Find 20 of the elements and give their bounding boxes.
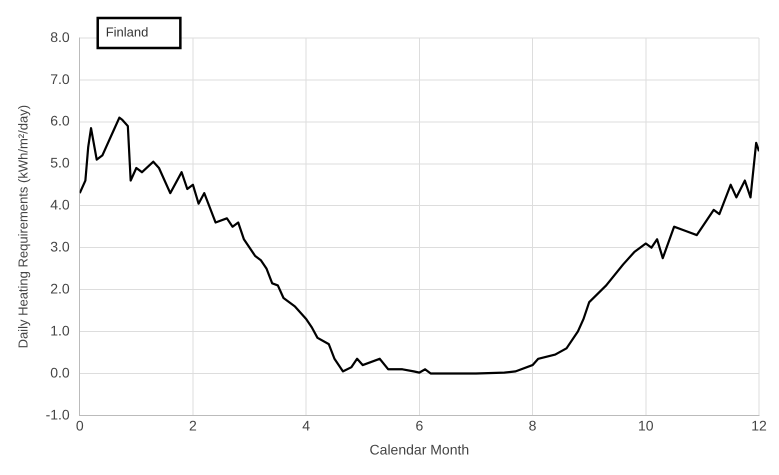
x-tick-label: 8 (528, 418, 537, 434)
y-tick-label: 8.0 (50, 28, 70, 45)
x-tick-label: 4 (302, 418, 310, 434)
x-tick-label: 6 (415, 418, 424, 434)
y-tick-label: 4.0 (50, 196, 70, 213)
x-axis-title: Calendar Month (370, 441, 470, 458)
y-tick-label: -1.0 (46, 406, 70, 422)
x-tick-label: 0 (76, 418, 84, 434)
y-tick-label: 1.0 (50, 322, 70, 338)
y-tick-label: 2.0 (50, 280, 70, 296)
y-tick-label: 5.0 (50, 154, 70, 171)
x-tick-label: 12 (751, 418, 767, 434)
y-tick-label: 7.0 (50, 70, 70, 87)
y-axis-title: Daily Heating Requirements (kWh/m²/day) (15, 104, 30, 348)
y-tick-label: 6.0 (50, 112, 70, 129)
x-tick-label: 10 (638, 418, 654, 434)
x-tick-label: 2 (189, 418, 198, 434)
annotation: Finland (106, 24, 148, 40)
y-tick-label: 0.0 (50, 364, 70, 380)
y-tick-label: 3.0 (50, 238, 70, 255)
